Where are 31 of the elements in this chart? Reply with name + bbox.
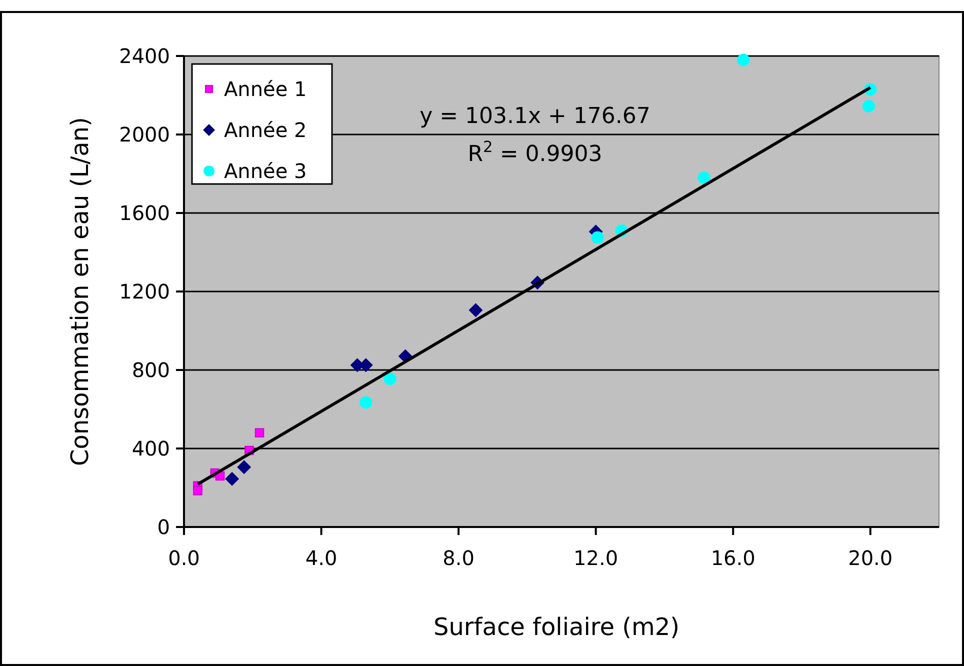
- point: [862, 100, 875, 112]
- annotation: R$^{2}$ = 0.9903: [468, 138, 602, 167]
- y-tick-label: 400: [132, 436, 170, 460]
- x-tick-label: 16.0: [710, 546, 756, 570]
- y-tick-label: 1600: [119, 201, 170, 225]
- legend-label: Année 3: [224, 159, 307, 183]
- y-tick-label: 2000: [119, 122, 170, 146]
- point: [237, 460, 252, 474]
- point: [737, 54, 750, 66]
- point: [698, 171, 710, 184]
- y-tick-label: 2400: [119, 44, 170, 68]
- y-axis-title: Consommation en eau (L/an): [66, 117, 94, 466]
- x-tick-label: 20.0: [848, 546, 893, 570]
- y-tick-label: 1200: [119, 280, 170, 304]
- point: [225, 472, 240, 486]
- y-tick-label: 0: [157, 515, 170, 539]
- point: [360, 396, 372, 409]
- x-tick-label: 4.0: [305, 546, 338, 570]
- point: [468, 303, 483, 318]
- legend-label: Année 2: [224, 118, 307, 142]
- x-axis-title: Surface foliaire (m2): [433, 613, 680, 641]
- annotation: y = 103.1x + 176.67: [420, 104, 650, 129]
- legend-label: Année 1: [224, 77, 307, 101]
- x-tick-label: 8.0: [442, 546, 474, 570]
- x-tick-label: 0.0: [168, 546, 200, 570]
- x-tick-label: 12.0: [574, 546, 618, 570]
- point: [384, 372, 396, 386]
- y-tick-label: 800: [132, 358, 170, 382]
- point: [193, 486, 202, 496]
- point: [591, 231, 604, 244]
- point: [254, 428, 264, 438]
